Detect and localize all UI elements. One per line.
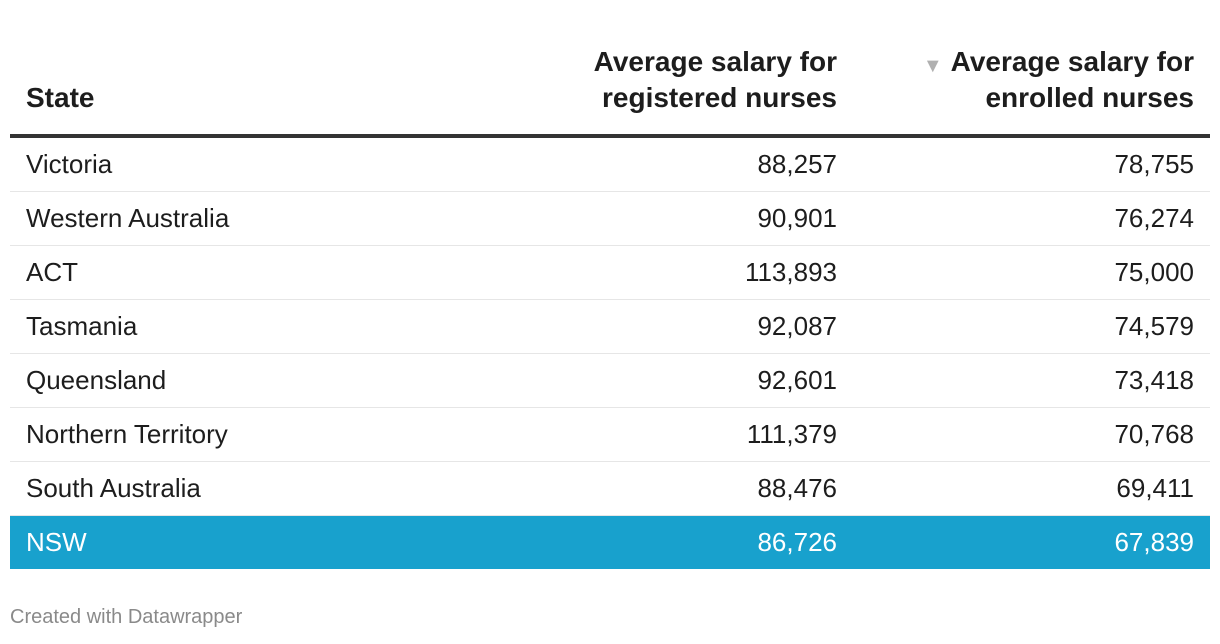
datawrapper-credit[interactable]: Created with Datawrapper bbox=[10, 606, 243, 628]
cell-state: Northern Territory bbox=[10, 407, 530, 462]
cell-enrolled-salary: 76,274 bbox=[853, 191, 1210, 246]
column-header-enrolled-line2: enrolled nurses bbox=[985, 82, 1194, 113]
table-row: Queensland 92,601 73,418 bbox=[10, 353, 1210, 408]
cell-state: ACT bbox=[10, 245, 530, 300]
column-header-registered[interactable]: Average salary for registered nurses bbox=[530, 40, 853, 138]
cell-registered-salary: 111,379 bbox=[530, 407, 853, 462]
cell-state: South Australia bbox=[10, 461, 530, 516]
column-header-state[interactable]: State bbox=[10, 40, 530, 138]
cell-registered-salary: 92,087 bbox=[530, 299, 853, 354]
cell-registered-salary: 113,893 bbox=[530, 245, 853, 300]
table-row: Tasmania 92,087 74,579 bbox=[10, 299, 1210, 354]
column-header-state-label: State bbox=[26, 82, 95, 113]
column-header-registered-line1: Average salary for bbox=[593, 46, 837, 77]
cell-registered-salary: 90,901 bbox=[530, 191, 853, 246]
cell-registered-salary: 92,601 bbox=[530, 353, 853, 408]
table-body: Victoria 88,257 78,755 Western Australia 90,… bbox=[10, 136, 1210, 569]
salary-table: State Average salary for registered nurs… bbox=[10, 40, 1210, 569]
cell-registered-salary: 88,476 bbox=[530, 461, 853, 516]
cell-enrolled-salary: 67,839 bbox=[853, 515, 1210, 569]
table-row: Victoria 88,257 78,755 bbox=[10, 136, 1210, 192]
cell-enrolled-salary: 74,579 bbox=[853, 299, 1210, 354]
table-row-highlighted: NSW 86,726 67,839 bbox=[10, 515, 1210, 569]
cell-registered-salary: 86,726 bbox=[530, 515, 853, 569]
table-row: Western Australia 90,901 76,274 bbox=[10, 191, 1210, 246]
cell-state: Victoria bbox=[10, 136, 530, 192]
table-row: Northern Territory 111,379 70,768 bbox=[10, 407, 1210, 462]
cell-state: Western Australia bbox=[10, 191, 530, 246]
cell-state: Tasmania bbox=[10, 299, 530, 354]
column-header-enrolled[interactable]: ▼ Average salary for enrolled nurses bbox=[853, 40, 1210, 138]
table-row: South Australia 88,476 69,411 bbox=[10, 461, 1210, 516]
salary-table-container: State Average salary for registered nurs… bbox=[10, 40, 1210, 569]
sort-descending-icon: ▼ bbox=[922, 55, 943, 77]
table-row: ACT 113,893 75,000 bbox=[10, 245, 1210, 300]
cell-state: Queensland bbox=[10, 353, 530, 408]
table-header-row: State Average salary for registered nurs… bbox=[10, 40, 1210, 138]
cell-enrolled-salary: 78,755 bbox=[853, 136, 1210, 192]
cell-enrolled-salary: 70,768 bbox=[853, 407, 1210, 462]
cell-enrolled-salary: 75,000 bbox=[853, 245, 1210, 300]
cell-enrolled-salary: 69,411 bbox=[853, 461, 1210, 516]
cell-enrolled-salary: 73,418 bbox=[853, 353, 1210, 408]
cell-state: NSW bbox=[10, 515, 530, 569]
column-header-enrolled-line1: Average salary for bbox=[950, 46, 1194, 77]
column-header-registered-line2: registered nurses bbox=[602, 82, 837, 113]
cell-registered-salary: 88,257 bbox=[530, 136, 853, 192]
